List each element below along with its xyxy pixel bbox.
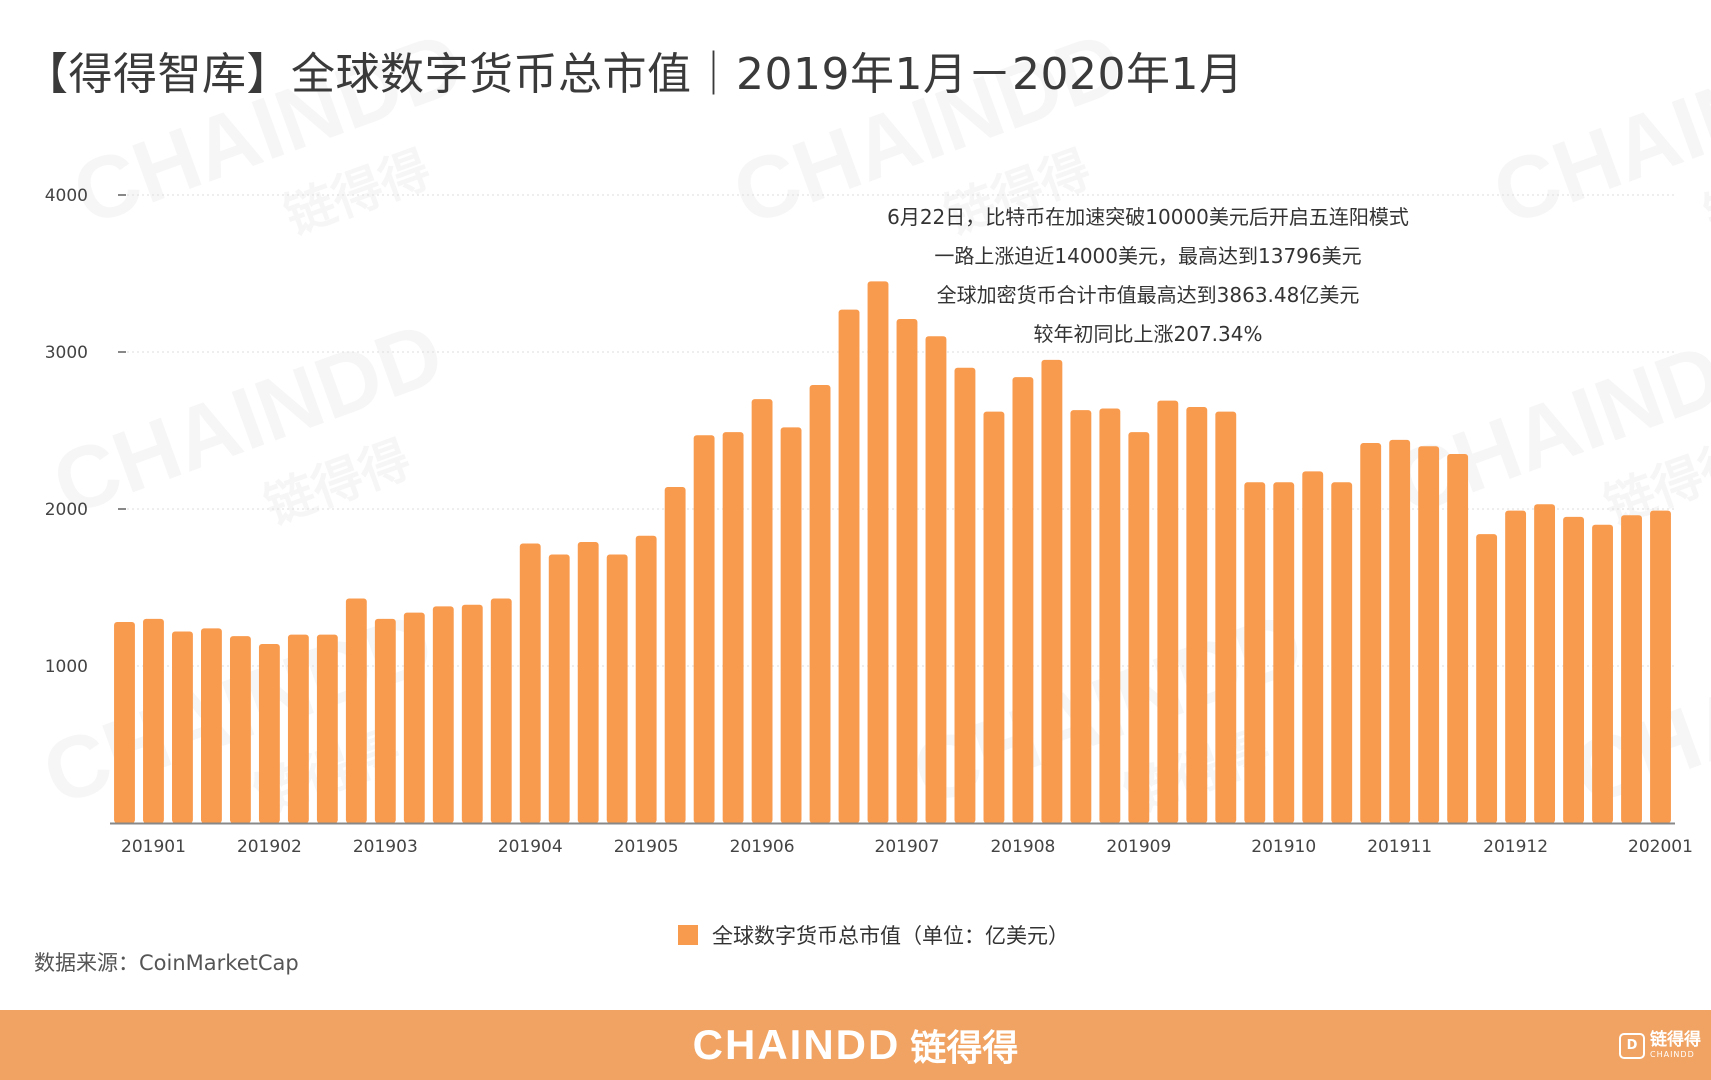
bar (1099, 408, 1121, 823)
bar (1273, 482, 1295, 823)
x-tick-label: 201907 (875, 837, 940, 857)
data-source-note: 数据来源：CoinMarketCap (34, 951, 299, 975)
annotation-line: 6月22日，比特币在加速突破10000美元后开启五连阳模式 (887, 205, 1409, 229)
footer-logo-en: CHAINDD (692, 1021, 901, 1068)
bar (867, 281, 889, 824)
x-tick-label: 201912 (1483, 837, 1548, 857)
bar (1302, 471, 1324, 823)
bar (201, 628, 222, 823)
bar (374, 618, 396, 823)
bar (577, 541, 599, 823)
bar (258, 644, 280, 823)
bar (751, 399, 773, 823)
bar (1128, 432, 1150, 823)
x-tick-label: 201902 (237, 837, 302, 857)
legend[interactable]: 全球数字货币总市值（单位：亿美元） (678, 920, 1069, 950)
bar (1592, 524, 1613, 823)
bar (548, 554, 570, 823)
footer-banner: CHAINDD 链得得 D 链得得 CHAINDD (0, 1010, 1711, 1080)
y-tick-label: 3000 (45, 343, 88, 363)
bar (432, 606, 454, 823)
x-tick-label: 202001 (1628, 837, 1693, 857)
bar (809, 384, 831, 823)
y-tick-label: 4000 (45, 186, 88, 206)
bar (1563, 516, 1584, 823)
annotation-line: 全球加密货币合计市值最高达到3863.48亿美元 (937, 283, 1360, 307)
chart-title: 【得得智库】全球数字货币总市值｜2019年1月－2020年1月 (24, 49, 1244, 100)
chaindd-logo-icon: D (1619, 1032, 1645, 1059)
y-tick-label: 1000 (45, 657, 88, 677)
bar (1389, 439, 1411, 823)
x-tick-label: 201911 (1367, 837, 1432, 857)
bar (1447, 454, 1469, 823)
bar (1360, 443, 1382, 823)
x-tick-label: 201910 (1251, 837, 1316, 857)
annotation-line: 一路上涨迫近14000美元，最高达到13796美元 (934, 244, 1361, 268)
bar (1331, 482, 1353, 823)
bar (172, 631, 193, 823)
bar (114, 622, 135, 823)
x-tick-label: 201901 (121, 837, 186, 857)
bar (722, 432, 744, 823)
x-tick-label: 201904 (498, 837, 563, 857)
bar (1505, 510, 1527, 823)
footer-logo-cn: 链得得 (910, 1028, 1019, 1069)
bar (693, 435, 715, 823)
bar (490, 598, 512, 823)
legend-swatch (678, 925, 698, 945)
bar (896, 319, 918, 823)
bar (780, 427, 802, 823)
bar (1534, 504, 1556, 823)
bar (403, 612, 425, 823)
x-tick-label: 201908 (990, 837, 1055, 857)
bar (519, 543, 541, 823)
bar (1418, 446, 1440, 823)
bar-chart: 1000 2000 3000 4000 201901 201902 201903 201904… (45, 186, 1693, 857)
bar (229, 636, 251, 823)
bar (1215, 411, 1237, 823)
bar (1650, 510, 1671, 823)
corner-logo-en: CHAINDD (1650, 1050, 1695, 1059)
bar (983, 411, 1005, 823)
y-tick-label: 2000 (45, 500, 88, 520)
bar (143, 618, 164, 823)
bar (461, 604, 483, 823)
corner-logo-cn: 链得得 (1650, 1030, 1701, 1050)
x-tick-label: 201909 (1106, 837, 1171, 857)
bar (316, 634, 338, 823)
bar (954, 367, 976, 823)
corner-logo: D 链得得 CHAINDD (1619, 1032, 1701, 1059)
bar (345, 598, 367, 823)
bar (1476, 534, 1498, 823)
bar (1621, 515, 1642, 823)
x-tick-label: 201905 (614, 837, 679, 857)
bar (838, 309, 860, 823)
bar (1012, 377, 1034, 823)
bar (925, 336, 947, 823)
bar (635, 535, 657, 823)
bar (1070, 410, 1092, 823)
bar (1186, 406, 1208, 823)
legend-label: 全球数字货币总市值（单位：亿美元） (712, 924, 1069, 948)
footer-logo: CHAINDD 链得得 (693, 1019, 1019, 1071)
bar (606, 554, 628, 823)
bar (1244, 482, 1266, 823)
corner-logo-text: 链得得 CHAINDD (1650, 1032, 1701, 1059)
x-tick-label: 201906 (730, 837, 795, 857)
x-tick-label: 201903 (353, 837, 418, 857)
bar (287, 634, 309, 823)
bar (664, 487, 686, 823)
annotation-line: 较年初同比上涨207.34% (1034, 322, 1263, 346)
bar (1041, 359, 1063, 823)
bar (1157, 400, 1179, 823)
